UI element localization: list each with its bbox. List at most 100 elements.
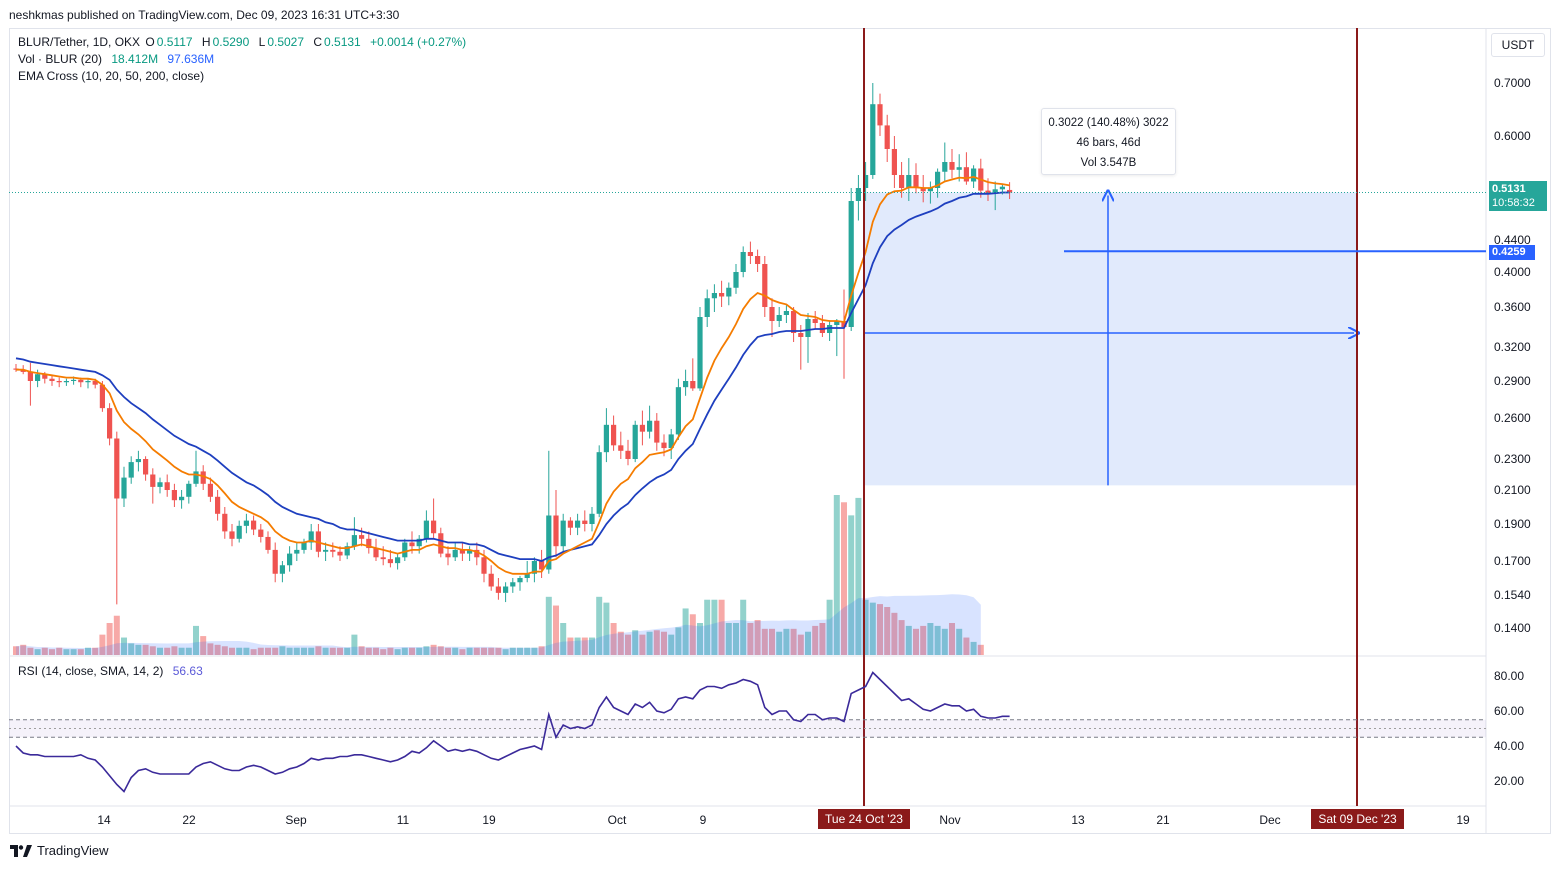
candle: [179, 490, 185, 509]
candle: [294, 542, 300, 561]
candle-body: [863, 175, 869, 188]
measure-bars: 46 bars, 46d: [1076, 137, 1141, 149]
candle-body: [920, 188, 926, 192]
candle: [243, 513, 249, 534]
measure-change: 0.3022 (140.48%) 3022: [1048, 117, 1169, 129]
candle: [942, 142, 948, 182]
volume-bar: [171, 646, 178, 655]
volume-bar: [257, 647, 264, 655]
candle-body: [71, 379, 77, 381]
rsi-pane: [9, 671, 1486, 793]
volume-bar: [387, 647, 394, 655]
drawing-lines: [9, 28, 1486, 806]
time-tick-label: 9: [700, 813, 707, 827]
countdown-value: 10:58:32: [1492, 197, 1535, 209]
price-tick-label: 0.6000: [1494, 129, 1531, 143]
volume-bar: [502, 649, 509, 655]
volume-bar: [488, 647, 495, 655]
volume-bar: [553, 605, 559, 655]
candle-body: [193, 471, 199, 484]
candle: [855, 175, 861, 221]
volume-bar: [13, 646, 19, 655]
candle: [85, 378, 91, 389]
candle-body: [848, 201, 854, 327]
candle: [531, 557, 537, 583]
volume-bar: [668, 634, 675, 655]
publisher-line: neshkmas published on TradingView.com, D…: [9, 8, 400, 22]
candle-body: [647, 420, 653, 432]
volume-bar: [221, 646, 228, 655]
candle: [301, 538, 307, 554]
volume-bar: [509, 647, 516, 655]
volume-bar: [279, 646, 286, 655]
candle-body: [812, 319, 818, 323]
candle-body: [503, 586, 509, 593]
brand[interactable]: TradingView: [10, 843, 109, 858]
candle-body: [942, 162, 948, 172]
candle-body: [524, 573, 530, 578]
time-tick-label: 11: [397, 813, 410, 827]
volume-bar: [77, 649, 84, 655]
candle-body: [215, 496, 221, 514]
candle: [567, 517, 573, 536]
volume-bar: [416, 647, 423, 655]
price-tick-label: 0.2900: [1494, 374, 1531, 388]
volume-bar: [524, 647, 531, 655]
candle-body: [107, 408, 113, 439]
volume-bar: [200, 636, 207, 655]
candle-body: [596, 452, 602, 514]
volume-bar: [718, 599, 725, 655]
currency-unit-button[interactable]: USDT: [1491, 33, 1545, 57]
candle: [423, 510, 429, 543]
candle-body: [229, 531, 235, 539]
ema-lines: [15, 175, 1010, 575]
volume-bar: [833, 495, 840, 655]
candle: [683, 369, 689, 396]
volume-bar: [567, 637, 574, 655]
volume-bar: [905, 625, 912, 655]
candle: [935, 168, 941, 198]
candle-body: [179, 496, 185, 501]
volume-bar: [49, 649, 55, 655]
candle: [402, 538, 408, 561]
volume-bar: [776, 631, 783, 655]
candle: [906, 158, 912, 201]
volume-bar: [70, 649, 77, 655]
candle: [279, 561, 285, 583]
candle-body: [171, 490, 177, 501]
candle-body: [78, 379, 84, 383]
ema-label: EMA Cross (10, 20, 50, 200, close): [18, 69, 205, 83]
candle: [618, 431, 624, 459]
candle-body: [683, 381, 689, 388]
ema-slow-line: [15, 191, 1010, 562]
volume-bar: [646, 631, 653, 655]
legend-ema-row: EMA Cross (10, 20, 50, 200, close): [18, 69, 206, 83]
candle: [13, 364, 19, 372]
candle-body: [459, 549, 465, 554]
candle-body: [236, 525, 242, 539]
volume-bar: [531, 647, 538, 655]
candle-body: [416, 538, 422, 547]
candle-body: [884, 125, 890, 149]
candle: [308, 524, 314, 550]
candle: [351, 517, 357, 550]
candle-body: [517, 578, 523, 583]
volume-bar: [157, 647, 163, 655]
candle-body: [783, 311, 789, 315]
volume-bar: [214, 644, 221, 655]
candle-body: [42, 374, 48, 379]
candle-body: [985, 190, 991, 194]
measure-tooltip: 0.3022 (140.48%) 3022 46 bars, 46d Vol 3…: [1041, 108, 1176, 175]
volume-bar: [265, 647, 271, 655]
rsi-tick-label: 60.00: [1494, 704, 1524, 718]
candle-body: [474, 549, 480, 558]
candle-body: [899, 175, 905, 188]
volume-bar: [841, 502, 847, 655]
volume-bar: [430, 644, 437, 655]
candle: [186, 480, 192, 504]
candle: [719, 280, 725, 307]
volume-bar: [178, 647, 185, 655]
volume-bar: [358, 646, 365, 655]
volume-bar: [517, 647, 523, 655]
